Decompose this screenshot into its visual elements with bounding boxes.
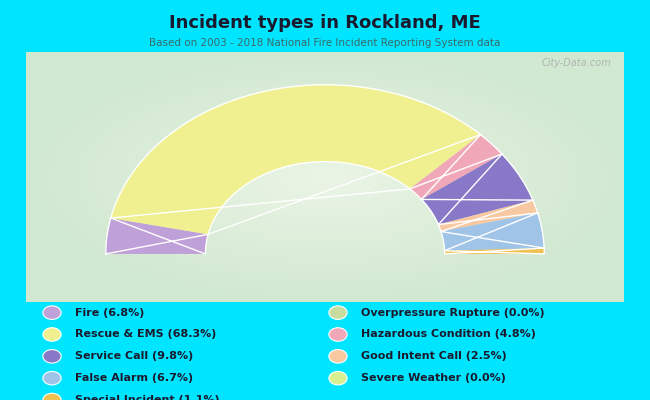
Text: City-Data.com: City-Data.com bbox=[542, 58, 612, 68]
Text: Special Incident (1.1%): Special Incident (1.1%) bbox=[75, 395, 220, 400]
Text: Good Intent Call (2.5%): Good Intent Call (2.5%) bbox=[361, 351, 506, 361]
Polygon shape bbox=[410, 135, 502, 200]
Polygon shape bbox=[422, 154, 533, 224]
Ellipse shape bbox=[43, 371, 61, 385]
Text: Incident types in Rockland, ME: Incident types in Rockland, ME bbox=[169, 14, 481, 32]
Ellipse shape bbox=[43, 350, 61, 363]
Polygon shape bbox=[438, 200, 538, 232]
Text: Service Call (9.8%): Service Call (9.8%) bbox=[75, 351, 193, 361]
Polygon shape bbox=[106, 218, 208, 254]
Text: Based on 2003 - 2018 National Fire Incident Reporting System data: Based on 2003 - 2018 National Fire Incid… bbox=[150, 38, 500, 48]
Ellipse shape bbox=[329, 350, 347, 363]
Ellipse shape bbox=[329, 328, 347, 341]
Polygon shape bbox=[441, 213, 544, 251]
Text: Severe Weather (0.0%): Severe Weather (0.0%) bbox=[361, 373, 506, 383]
Ellipse shape bbox=[43, 306, 61, 319]
Ellipse shape bbox=[329, 371, 347, 385]
Polygon shape bbox=[111, 85, 480, 234]
Text: Rescue & EMS (68.3%): Rescue & EMS (68.3%) bbox=[75, 330, 216, 340]
Ellipse shape bbox=[43, 393, 61, 400]
Text: False Alarm (6.7%): False Alarm (6.7%) bbox=[75, 373, 193, 383]
Text: Overpressure Rupture (0.0%): Overpressure Rupture (0.0%) bbox=[361, 308, 545, 318]
Ellipse shape bbox=[43, 328, 61, 341]
Ellipse shape bbox=[329, 306, 347, 319]
Text: Hazardous Condition (4.8%): Hazardous Condition (4.8%) bbox=[361, 330, 536, 340]
Text: Fire (6.8%): Fire (6.8%) bbox=[75, 308, 144, 318]
Polygon shape bbox=[445, 248, 544, 254]
